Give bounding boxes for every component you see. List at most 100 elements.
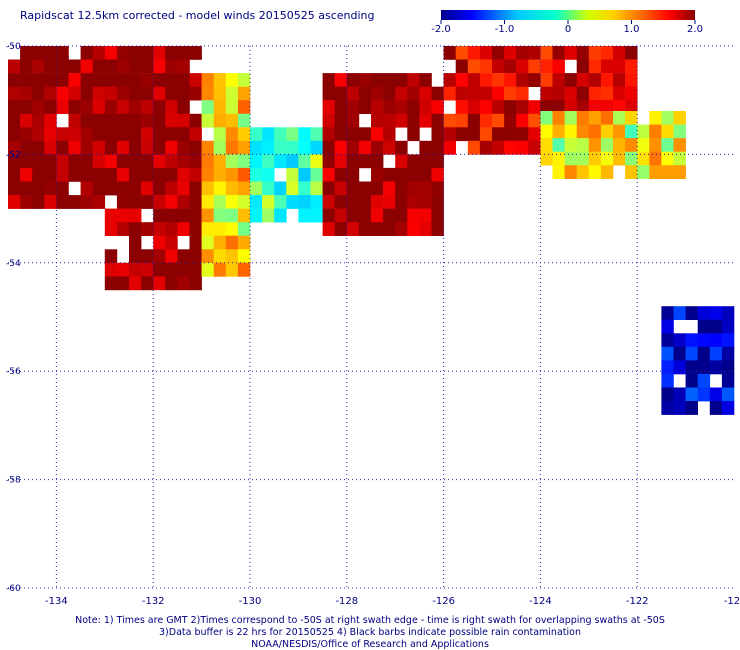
- wind-difference-cell: [371, 195, 384, 209]
- wind-difference-cell: [177, 222, 190, 236]
- wind-difference-cell: [310, 154, 323, 169]
- wind-difference-cell: [116, 208, 130, 223]
- wind-difference-cell: [673, 401, 686, 415]
- wind-difference-cell: [189, 127, 202, 142]
- wind-difference-cell: [189, 73, 202, 87]
- wind-difference-cell: [56, 140, 69, 155]
- wind-difference-cell: [431, 127, 444, 142]
- wind-difference-cell: [189, 140, 202, 155]
- wind-difference-cell: [371, 73, 384, 87]
- wind-difference-cell: [625, 151, 638, 166]
- wind-difference-cell: [298, 181, 311, 196]
- wind-difference-cell: [201, 208, 214, 223]
- wind-difference-cell: [709, 306, 723, 320]
- wind-difference-cell: [116, 127, 130, 142]
- wind-difference-cell: [371, 113, 384, 128]
- wind-difference-cell: [250, 181, 263, 196]
- wind-difference-cell: [177, 59, 190, 74]
- wind-difference-cell: [576, 100, 590, 114]
- wind-difference-cell: [56, 167, 69, 182]
- wind-difference-cell: [516, 46, 529, 60]
- wind-difference-cell: [443, 46, 456, 60]
- wind-difference-cell: [479, 73, 493, 87]
- wind-difference-cell: [104, 113, 118, 128]
- colorbar: -2.0 -1.0 0 1.0 2.0: [431, 10, 703, 35]
- wind-difference-cell: [613, 59, 626, 74]
- wind-difference-cell: [528, 113, 541, 128]
- wind-difference-cell: [116, 276, 130, 291]
- wind-difference-cell: [92, 181, 106, 196]
- wind-difference-cell: [262, 181, 275, 196]
- colorbar-tick-label: 0: [565, 24, 571, 35]
- wind-difference-cell: [661, 111, 674, 125]
- wind-difference-cell: [625, 124, 638, 139]
- wind-difference-cell: [80, 73, 93, 87]
- wind-difference-cell: [225, 113, 239, 128]
- wind-difference-cell: [237, 262, 251, 277]
- wind-difference-cell: [516, 59, 529, 74]
- wind-difference-cell: [129, 46, 142, 60]
- wind-difference-cell: [189, 276, 202, 291]
- wind-difference-cell: [32, 113, 45, 128]
- wind-difference-cell: [685, 306, 698, 320]
- wind-difference-cell: [153, 208, 166, 223]
- wind-difference-cell: [225, 73, 239, 87]
- wind-difference-cell: [395, 181, 408, 196]
- wind-difference-cell: [492, 127, 505, 142]
- wind-difference-cell: [44, 127, 57, 142]
- wind-difference-cell: [286, 195, 299, 209]
- wind-difference-cell: [419, 208, 432, 223]
- wind-difference-cell: [673, 387, 686, 402]
- wind-difference-cell: [104, 276, 118, 291]
- wind-difference-cell: [129, 276, 142, 291]
- colorbar-tick-label: -1.0: [495, 24, 515, 35]
- wind-difference-cell: [407, 100, 420, 114]
- wind-difference-cell: [104, 249, 118, 264]
- wind-difference-cell: [165, 86, 178, 101]
- wind-difference-cell: [274, 154, 287, 169]
- wind-difference-cell: [68, 59, 81, 74]
- wind-difference-cell: [189, 181, 202, 196]
- wind-difference-cell: [661, 360, 674, 375]
- wind-difference-cell: [20, 195, 33, 209]
- wind-difference-cell: [298, 195, 311, 209]
- wind-difference-cell: [129, 208, 142, 223]
- wind-difference-cell: [20, 113, 33, 128]
- wind-difference-cell: [32, 86, 45, 101]
- wind-difference-cell: [504, 127, 517, 142]
- wind-difference-cell: [721, 401, 735, 415]
- wind-difference-cell: [721, 373, 735, 388]
- wind-difference-cell: [613, 138, 626, 152]
- wind-difference-cell: [92, 86, 106, 101]
- wind-difference-cell: [395, 100, 408, 114]
- wind-difference-cell: [153, 262, 166, 277]
- wind-difference-cell: [32, 59, 45, 74]
- wind-difference-cell: [201, 235, 214, 250]
- x-tick-label: -132: [142, 596, 165, 607]
- wind-difference-cell: [177, 86, 190, 101]
- wind-difference-cell: [419, 154, 432, 169]
- wind-difference-cell: [165, 154, 178, 169]
- wind-difference-cell: [564, 151, 577, 166]
- wind-difference-cell: [213, 154, 227, 169]
- wind-difference-cell: [104, 59, 118, 74]
- wind-difference-cell: [625, 138, 638, 152]
- wind-difference-cell: [153, 222, 166, 236]
- wind-difference-cell: [322, 181, 335, 196]
- wind-difference-cell: [455, 46, 469, 60]
- wind-difference-cell: [189, 249, 202, 264]
- wind-difference-cell: [540, 111, 553, 125]
- wind-difference-cell: [165, 276, 178, 291]
- wind-difference-cell: [613, 124, 626, 139]
- wind-difference-cell: [80, 86, 93, 101]
- wind-difference-cell: [419, 195, 432, 209]
- wind-difference-cell: [274, 208, 287, 223]
- wind-difference-cell: [371, 154, 384, 169]
- wind-difference-cell: [334, 100, 348, 114]
- wind-difference-cell: [310, 167, 323, 182]
- wind-difference-cell: [564, 73, 577, 87]
- wind-difference-cell: [201, 167, 214, 182]
- wind-difference-cell: [165, 140, 178, 155]
- wind-difference-cell: [80, 167, 93, 182]
- wind-difference-cell: [153, 127, 166, 142]
